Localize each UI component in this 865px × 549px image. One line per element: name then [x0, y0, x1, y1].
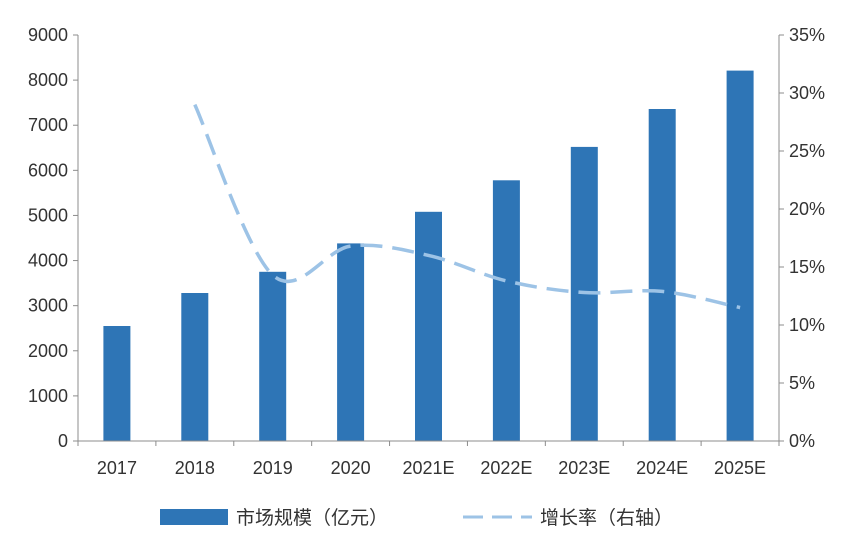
- x-axis-tick-label: 2019: [253, 458, 293, 478]
- x-axis-tick-labels: 2017 2018 2019 2020 2021E 2022E 2023E 2024E 2025…: [97, 458, 766, 478]
- legend: 市场规模（亿元） 增长率（右轴）: [160, 507, 673, 529]
- line-series-growth-rate: [193, 103, 741, 310]
- x-axis-tick-label: 2024E: [636, 458, 688, 478]
- right-axis-tick-label: 10%: [789, 315, 825, 335]
- x-axis-tick-label: 2021E: [402, 458, 454, 478]
- bar-2020: [337, 243, 365, 441]
- axes: [73, 34, 784, 446]
- right-axis-tick-label: 5%: [789, 373, 815, 393]
- right-axis-tick-label: 35%: [789, 25, 825, 45]
- bar-2017: [103, 326, 131, 441]
- left-axis-tick-label: 1000: [28, 386, 68, 406]
- bar-2022E: [492, 180, 520, 442]
- left-axis-tick-labels: 0 1000 2000 3000 4000 5000 6000 7000 8000 9000: [28, 25, 68, 451]
- x-axis-tick-label: 2023E: [558, 458, 610, 478]
- bar-2025E: [726, 70, 754, 441]
- bar-2018: [181, 293, 209, 441]
- legend-line-label: 增长率（右轴）: [540, 507, 673, 529]
- right-axis-tick-label: 20%: [789, 199, 825, 219]
- left-axis-tick-label: 0: [58, 431, 68, 451]
- legend-bar-swatch: [160, 509, 228, 525]
- left-axis-tick-label: 6000: [28, 160, 68, 180]
- legend-bar-label: 市场规模（亿元）: [236, 507, 388, 529]
- right-axis-tick-label: 0%: [789, 431, 815, 451]
- bar-2024E: [648, 109, 676, 441]
- left-axis-tick-label: 9000: [28, 25, 68, 45]
- x-axis-tick-label: 2018: [175, 458, 215, 478]
- left-axis-tick-label: 7000: [28, 115, 68, 135]
- bar-2019: [259, 271, 287, 441]
- right-axis-tick-label: 15%: [789, 257, 825, 277]
- right-axis-tick-label: 30%: [789, 83, 825, 103]
- right-axis-tick-labels: 0% 5% 10% 15% 20% 25% 30% 35%: [789, 25, 825, 451]
- left-axis-tick-label: 3000: [28, 296, 68, 316]
- x-axis-tick-label: 2022E: [480, 458, 532, 478]
- bar-series-market-size: [103, 70, 754, 442]
- growth-rate-line: [193, 103, 741, 310]
- left-axis-tick-label: 8000: [28, 70, 68, 90]
- right-axis-tick-label: 25%: [789, 141, 825, 161]
- bar-2021E: [415, 211, 442, 441]
- x-axis-tick-label: 2017: [97, 458, 137, 478]
- left-axis-tick-label: 5000: [28, 205, 68, 225]
- x-axis-tick-label: 2020: [331, 458, 371, 478]
- left-axis-tick-label: 4000: [28, 251, 68, 271]
- left-axis-tick-label: 2000: [28, 341, 68, 361]
- x-axis-tick-label: 2025E: [714, 458, 766, 478]
